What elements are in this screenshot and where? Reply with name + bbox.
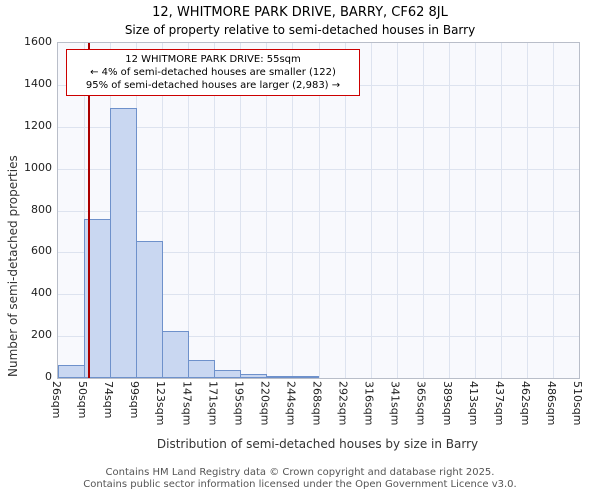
- y-tick-label: 0: [45, 370, 52, 383]
- y-tick-label: 1000: [24, 160, 52, 174]
- vertical-gridline: [188, 43, 190, 378]
- x-tick-label: 486sqm: [544, 381, 558, 426]
- vertical-gridline: [370, 43, 372, 378]
- footer-line2: Contains public sector information licen…: [83, 479, 517, 490]
- y-tick-label: 1200: [24, 118, 52, 132]
- vertical-gridline: [240, 43, 242, 378]
- y-tick-label: 1400: [24, 76, 52, 90]
- vertical-gridline: [84, 43, 86, 378]
- vertical-gridline: [266, 43, 268, 378]
- x-tick-label: 74sqm: [102, 381, 116, 419]
- property-marker-line: [88, 43, 91, 378]
- x-tick-label: 365sqm: [414, 381, 428, 426]
- vertical-gridline: [344, 43, 346, 378]
- histogram-bar: [110, 107, 138, 378]
- y-tick-label: 600: [31, 244, 52, 258]
- histogram-bar: [214, 369, 242, 378]
- vertical-gridline: [526, 43, 528, 378]
- histogram-bar: [188, 360, 216, 378]
- x-tick-label: 437sqm: [492, 381, 506, 426]
- vertical-gridline: [162, 43, 164, 378]
- x-tick-label: 389sqm: [440, 381, 454, 426]
- x-tick-label: 510sqm: [571, 381, 584, 426]
- annotation-line1: 12 WHITMORE PARK DRIVE: 55sqm: [125, 54, 301, 65]
- x-tick-label: 50sqm: [76, 381, 90, 419]
- x-tick-label: 268sqm: [310, 381, 324, 426]
- x-axis-tick-labels: 26sqm 50sqm 74sqm 99sqm 123sqm 147sqm 171sqm 19…: [50, 381, 584, 426]
- x-tick-label: 147sqm: [180, 381, 194, 426]
- vertical-gridline: [500, 43, 502, 378]
- chart-title: 12, WHITMORE PARK DRIVE, BARRY, CF62 8JL: [152, 5, 448, 20]
- x-tick-label: 171sqm: [206, 381, 220, 426]
- footer-line1: Contains HM Land Registry data © Crown c…: [105, 467, 495, 478]
- histogram-bar: [292, 376, 320, 378]
- vertical-gridline: [396, 43, 398, 378]
- plot-area: 12 WHITMORE PARK DRIVE: 55sqm ← 4% of se…: [57, 42, 580, 379]
- y-tick-label: 800: [31, 202, 52, 216]
- x-tick-label: 26sqm: [50, 381, 63, 419]
- x-axis-title: Distribution of semi-detached houses by …: [156, 437, 479, 451]
- x-tick-label: 244sqm: [284, 381, 298, 426]
- x-tick-label: 341sqm: [388, 381, 402, 426]
- vertical-gridline: [422, 43, 424, 378]
- chart-subtitle: Size of property relative to semi-detach…: [124, 23, 476, 37]
- vertical-gridline: [318, 43, 320, 378]
- x-tick-label: 413sqm: [466, 381, 480, 426]
- y-tick-label: 200: [31, 328, 52, 342]
- annotation-line3: 95% of semi-detached houses are larger (…: [85, 80, 341, 91]
- vertical-gridline: [214, 43, 216, 378]
- vertical-gridline: [292, 43, 294, 378]
- y-tick-label: 400: [31, 286, 52, 300]
- vertical-gridline: [448, 43, 450, 378]
- histogram-bar: [162, 330, 190, 378]
- footer: Contains HM Land Registry data © Crown c…: [0, 467, 600, 491]
- x-tick-label: 123sqm: [154, 381, 168, 426]
- y-axis-tick-labels: 0 200 400 600 800 1000 1200 1400 1600: [0, 0, 52, 420]
- x-tick-label: 220sqm: [258, 381, 272, 426]
- x-tick-label: 292sqm: [336, 381, 350, 426]
- annotation-box: 12 WHITMORE PARK DRIVE: 55sqm ← 4% of se…: [66, 49, 360, 96]
- x-tick-label: 99sqm: [128, 381, 142, 419]
- vertical-gridline: [552, 43, 554, 378]
- x-tick-label: 316sqm: [362, 381, 376, 426]
- vertical-gridline: [474, 43, 476, 378]
- annotation-line2: ← 4% of semi-detached houses are smaller…: [90, 67, 336, 78]
- histogram-bar: [136, 240, 164, 378]
- y-tick-label: 1600: [24, 35, 52, 48]
- x-tick-label: 195sqm: [232, 381, 246, 426]
- x-tick-label: 462sqm: [518, 381, 532, 426]
